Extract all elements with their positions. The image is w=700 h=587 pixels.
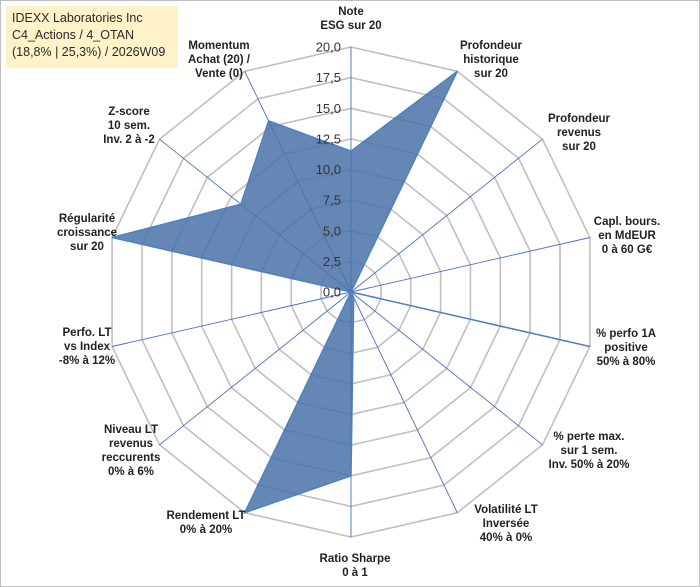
axis-label-9-line-3: 0% à 6% (108, 466, 154, 478)
axis-spoke-6 (350, 291, 458, 513)
axis-label-11-line-0: Régularité (59, 213, 115, 225)
axis-label-12-line-0: Z-score (108, 106, 150, 118)
axis-spoke-10 (111, 291, 352, 347)
axis-label-4-line-2: 50% à 80% (597, 356, 656, 368)
axis-label-11-line-2: sur 20 (70, 241, 104, 253)
axis-spoke-5 (350, 291, 543, 446)
axis-label-8-line-1: 0% à 20% (180, 524, 232, 536)
axis-label-13-line-2: Vente (0) (195, 68, 243, 80)
axis-label-13: Momentum Achat (20) / Vente (0) (188, 40, 251, 80)
title-box: IDEXX Laboratories Inc C4_Actions / 4_OT… (6, 6, 178, 68)
axis-label-3-line-0: Capl. bours. (594, 216, 660, 228)
axis-label-6-line-2: 40% à 0% (480, 532, 532, 544)
axis-label-13-line-1: Achat (20) / (188, 54, 251, 66)
tick-label-5: 12,5 (316, 131, 341, 146)
axis-label-4: % perfo 1A positive 50% à 80% (596, 328, 656, 368)
axis-label-13-line-0: Momentum (188, 40, 249, 52)
title-company: IDEXX Laboratories Inc (12, 11, 143, 25)
axis-label-2-line-2: sur 20 (562, 141, 596, 153)
axis-label-3: Capl. bours. en MdEUR 0 à 60 G€ (594, 216, 660, 256)
axis-label-6: Volatilité LT Inversée 40% à 0% (474, 504, 537, 544)
title-portfolio: C4_Actions / 4_OTAN (12, 28, 135, 42)
axis-label-11-line-1: croissance (57, 227, 117, 239)
axis-label-4-line-1: positive (604, 342, 647, 354)
axis-label-0-line-1: ESG sur 20 (320, 20, 381, 32)
axis-label-5-line-1: sur 1 sem. (561, 445, 618, 457)
axis-label-1-line-0: Profondeur (460, 40, 522, 52)
data-area (111, 70, 591, 515)
axis-label-4-line-0: % perfo 1A (596, 328, 656, 340)
axis-label-0-line-0: Note (338, 6, 364, 18)
axis-label-0: Note ESG sur 20 (320, 6, 381, 32)
axis-labels: Note ESG sur 20 Profondeur historique sur 20… (57, 6, 660, 579)
series-area (111, 70, 591, 515)
axis-label-8: Rendement LT 0% à 20% (166, 510, 245, 536)
axis-label-7: Ratio Sharpe 0 à 1 (320, 553, 391, 579)
axis-label-2-line-0: Profondeur (548, 113, 610, 125)
axis-label-3-line-2: 0 à 60 G€ (602, 244, 653, 256)
tick-label-0: 0,0 (323, 285, 341, 300)
axis-spoke-9 (159, 291, 352, 446)
axis-label-2: Profondeur revenus sur 20 (548, 113, 610, 153)
axis-label-1-line-2: sur 20 (474, 68, 508, 80)
axis-label-5-line-2: Inv. 50% à 20% (549, 459, 630, 471)
axis-label-8-line-0: Rendement LT (166, 510, 245, 522)
radial-tick-labels: 0,0 2,5 5,0 7,5 10,0 12,5 15,0 17,5 20,0 (316, 40, 341, 300)
axis-label-7-line-1: 0 à 1 (342, 567, 368, 579)
axis-label-11: Régularité croissance sur 20 (57, 213, 117, 253)
axis-label-9-line-0: Niveau LT (104, 424, 158, 436)
axis-label-9-line-1: revenus (109, 438, 153, 450)
axis-label-12: Z-score 10 sem. Inv. 2 à -2 (103, 106, 155, 146)
axis-label-10-line-1: vs Index (64, 341, 111, 353)
tick-label-1: 2,5 (323, 254, 341, 269)
axis-label-5: % perte max. sur 1 sem. Inv. 50% à 20% (549, 431, 630, 471)
axis-label-1-line-1: historique (463, 54, 519, 66)
axis-label-6-line-0: Volatilité LT (474, 504, 537, 516)
axis-label-2-line-1: revenus (557, 127, 601, 139)
axis-spoke-3 (350, 237, 591, 293)
axis-label-1: Profondeur historique sur 20 (460, 40, 522, 80)
axis-label-9-line-2: reccurents (102, 452, 161, 464)
axis-label-6-line-1: Inversée (483, 518, 530, 530)
axis-label-9: Niveau LT revenus reccurents 0% à 6% (102, 424, 161, 478)
axis-label-10: Perfo. LT vs Index -8% à 12% (59, 327, 115, 367)
tick-label-4: 10,0 (316, 162, 341, 177)
axis-label-3-line-1: en MdEUR (598, 230, 656, 242)
axis-label-5-line-0: % perte max. (554, 431, 625, 443)
axis-label-10-line-2: -8% à 12% (59, 355, 115, 367)
tick-label-2: 5,0 (323, 223, 341, 238)
tick-label-7: 17,5 (316, 70, 341, 85)
axis-spoke-2 (350, 138, 543, 293)
axis-label-12-line-2: Inv. 2 à -2 (103, 134, 155, 146)
tick-label-3: 7,5 (323, 193, 341, 208)
axis-label-12-line-1: 10 sem. (108, 120, 150, 132)
tick-label-6: 15,0 (316, 101, 341, 116)
tick-label-8: 20,0 (316, 40, 341, 55)
axis-label-10-line-0: Perfo. LT (63, 327, 112, 339)
title-stats-week: (18,8% | 25,3%) / 2026W09 (12, 45, 166, 59)
axis-label-7-line-0: Ratio Sharpe (320, 553, 391, 565)
